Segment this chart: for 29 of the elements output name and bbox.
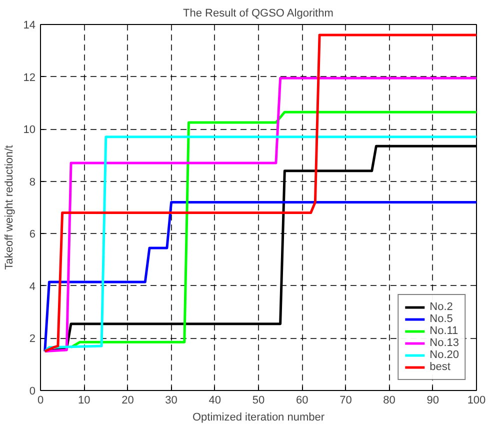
x-tick-label: 40: [208, 394, 222, 406]
legend-label: No.11: [430, 325, 458, 337]
y-tick-label: 14: [23, 20, 36, 32]
legend-label: best: [430, 361, 450, 373]
x-tick-label: 20: [122, 394, 134, 406]
x-tick-label: 90: [426, 394, 440, 406]
y-tick-label: 8: [29, 176, 36, 188]
y-tick-label: 12: [23, 72, 36, 84]
x-tick-label: 50: [252, 394, 265, 406]
x-tick-label: 10: [78, 394, 90, 406]
y-axis-title: Takeoff weight reduction/t: [3, 145, 16, 270]
y-tick-label: 2: [29, 333, 36, 346]
legend-label: No.13: [430, 337, 459, 349]
x-tick-label: 60: [296, 394, 308, 406]
legend-label: No.5: [430, 313, 453, 325]
x-tick-label: 30: [165, 394, 178, 406]
x-tick-label: 80: [383, 394, 396, 406]
y-tick-label: 6: [29, 228, 36, 241]
line-series: [70, 110, 476, 349]
x-tick-label: 0: [37, 394, 44, 406]
y-tick-label: 10: [23, 124, 36, 136]
legend-label: No.2: [430, 301, 453, 313]
x-tick-label: 70: [340, 394, 352, 406]
chart-title: The Result of QGSO Algorithm: [183, 8, 334, 20]
x-tick-label: 100: [467, 394, 486, 406]
legend-label: No.20: [430, 349, 459, 361]
y-tick-label: 0: [29, 386, 36, 398]
x-axis-title: Optimized iteration number: [192, 412, 325, 424]
y-tick-label: 4: [29, 280, 36, 293]
